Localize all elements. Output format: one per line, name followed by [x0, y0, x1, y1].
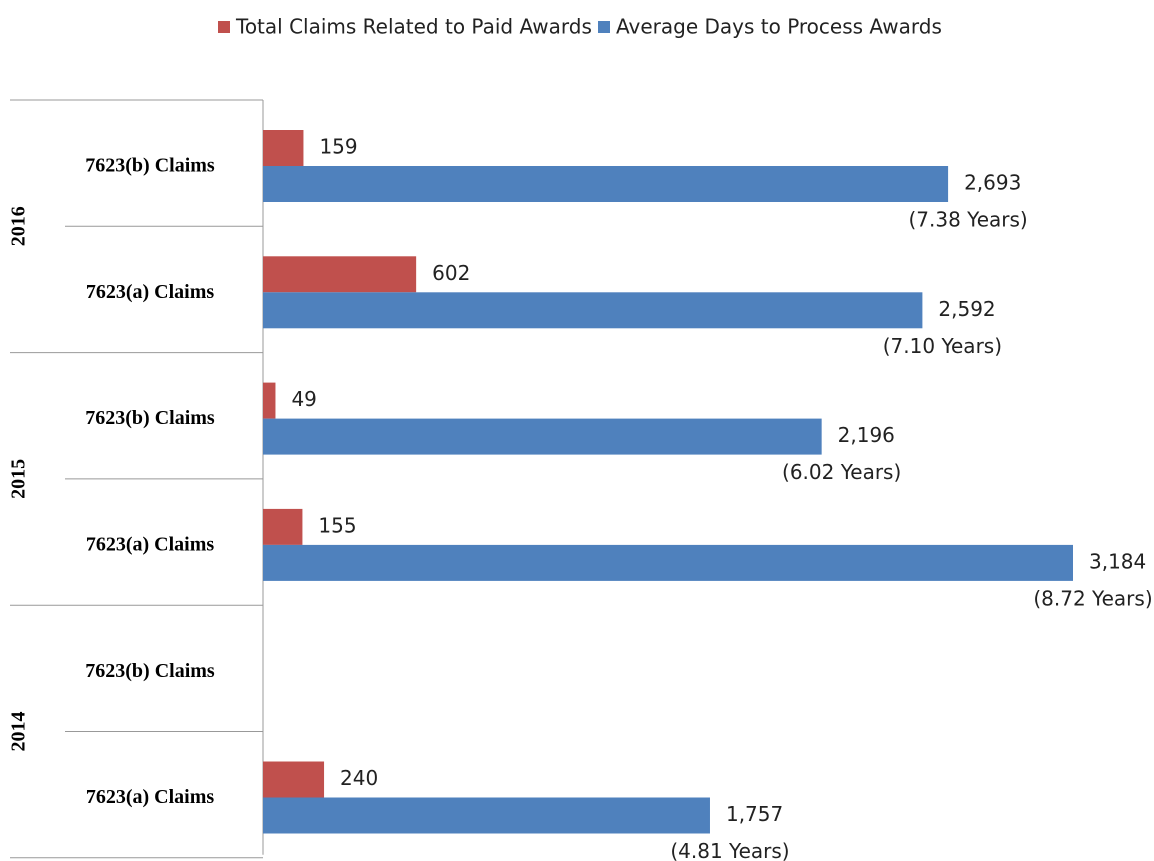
category-label: 7623(b) Claims	[85, 407, 215, 429]
value-label: 155	[318, 513, 356, 537]
legend-swatch	[598, 21, 610, 33]
value-annotation: (8.72 Years)	[1033, 586, 1152, 610]
legend-label: Total Claims Related to Paid Awards	[235, 15, 592, 39]
category-label: 7623(a) Claims	[86, 533, 215, 555]
value-label: 2,693	[964, 171, 1021, 195]
bar	[263, 256, 417, 293]
category-label: 7623(a) Claims	[86, 786, 215, 808]
bar	[263, 292, 923, 329]
bar	[263, 797, 710, 834]
bar	[263, 761, 325, 798]
value-label: 240	[340, 766, 378, 790]
category-label: 7623(b) Claims	[85, 155, 215, 177]
group-label: 2014	[8, 712, 30, 752]
bar	[263, 418, 822, 455]
group-label: 2015	[8, 459, 30, 499]
value-annotation: (6.02 Years)	[782, 460, 901, 484]
value-label: 2,592	[938, 297, 995, 321]
value-label: 1,757	[726, 802, 783, 826]
legend-label: Average Days to Process Awards	[616, 15, 942, 39]
value-label: 602	[432, 261, 470, 285]
bar	[263, 382, 276, 419]
bar	[263, 130, 304, 166]
category-label: 7623(a) Claims	[86, 281, 215, 303]
legend-swatch	[218, 21, 230, 33]
value-label: 49	[291, 387, 316, 411]
value-label: 159	[319, 135, 357, 159]
value-annotation: (7.38 Years)	[908, 208, 1027, 232]
group-label: 2016	[8, 206, 30, 246]
value-label: 3,184	[1089, 549, 1146, 573]
bar	[263, 508, 303, 545]
category-label: 7623(b) Claims	[85, 660, 215, 682]
bar	[263, 166, 949, 202]
value-label: 2,196	[838, 423, 895, 447]
bar	[263, 544, 1073, 581]
value-annotation: (7.10 Years)	[883, 334, 1002, 358]
value-annotation: (4.81 Years)	[670, 839, 789, 861]
